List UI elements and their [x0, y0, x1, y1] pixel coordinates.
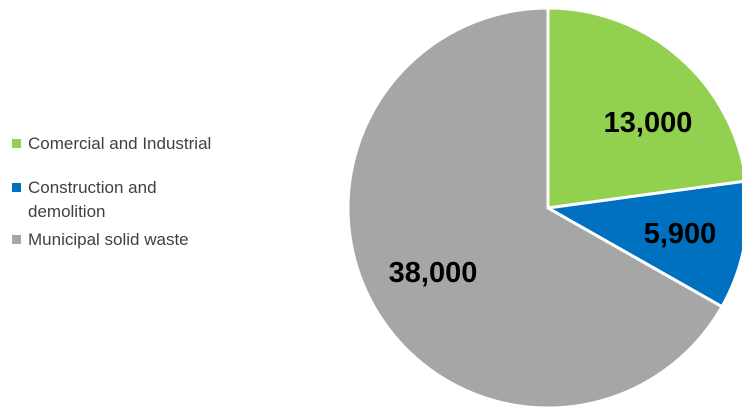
slice-commercial-industrial [546, 6, 742, 210]
slice-construction-demolition [546, 180, 742, 309]
legend-swatch-construction-demolition [12, 183, 21, 192]
legend-label-construction-demolition: Construction and demolition [28, 178, 157, 221]
pie-slices [346, 6, 742, 410]
legend: Comercial and Industrial Construction an… [12, 132, 312, 252]
slice-label-municipal-solid-waste: 38,000 [389, 257, 478, 289]
legend-item-construction-demolition: Construction and demolition [12, 176, 218, 224]
legend-label-commercial-industrial: Comercial and Industrial [28, 134, 212, 153]
legend-item-municipal-solid-waste: Municipal solid waste [12, 228, 312, 252]
slice-municipal-solid-waste [346, 6, 724, 410]
legend-item-commercial-industrial: Comercial and Industrial [12, 132, 312, 156]
slice-label-commercial-industrial: 13,000 [604, 107, 693, 139]
legend-swatch-municipal-solid-waste [12, 235, 21, 244]
legend-swatch-commercial-industrial [12, 139, 21, 148]
slice-label-construction-demolition: 5,900 [644, 218, 717, 250]
legend-label-municipal-solid-waste: Municipal solid waste [28, 230, 189, 249]
pie-data-labels: 13,000 5,900 38,000 [389, 107, 717, 289]
